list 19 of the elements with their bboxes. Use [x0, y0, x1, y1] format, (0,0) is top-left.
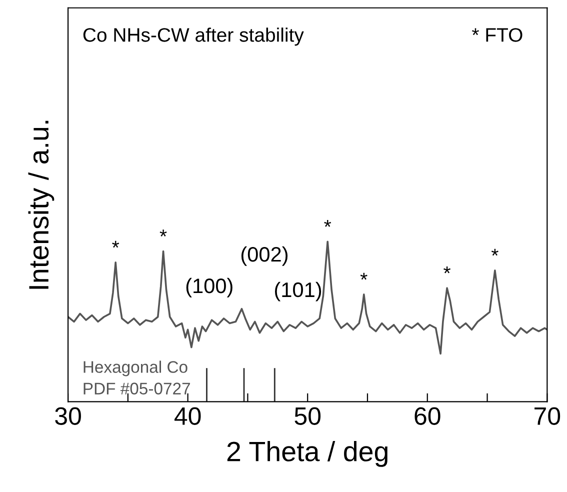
annotation: *	[160, 230, 167, 236]
annotation: *	[112, 240, 120, 248]
y-axis-title: Intensity / a.u.	[28, 120, 54, 289]
annotation: *	[324, 220, 332, 227]
annotation: *	[360, 272, 368, 280]
x-tick-label: 40	[174, 407, 201, 425]
x-tick-label: 70	[534, 407, 560, 425]
x-axis-title: 2 Theta / deg	[227, 440, 388, 467]
annotation: Hexagonal Co PDF #05-0727	[84, 360, 190, 394]
text: * FTO	[472, 28, 522, 42]
x-tick-label: 60	[414, 407, 440, 425]
x-tick-label: 50	[294, 407, 321, 425]
annotation: *	[444, 266, 450, 274]
text: Co NHs-CW after stability	[83, 28, 304, 46]
annotation: *	[491, 248, 498, 256]
annotation: (002)	[241, 246, 288, 266]
annotation: (101)	[274, 282, 322, 302]
annotation: (100)	[186, 278, 232, 298]
x-tick-label: 30	[55, 407, 81, 425]
